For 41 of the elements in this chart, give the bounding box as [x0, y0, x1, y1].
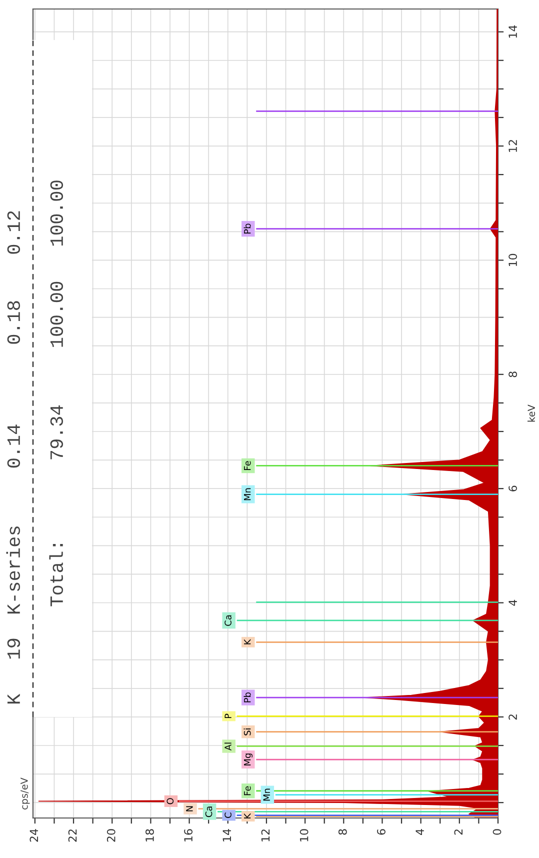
x-tick-label: 0 — [492, 829, 502, 835]
x-tick-label: 12 — [261, 830, 270, 842]
ref-line-label: Mn — [244, 488, 251, 500]
x-tick-label: 16 — [184, 829, 193, 842]
x-tick-label: 10 — [300, 829, 308, 842]
ref-line-label: O — [166, 798, 174, 804]
y-tick-label: 8 — [508, 372, 518, 378]
x-tick-label: 2 — [454, 830, 462, 835]
y-tick-label: 10 — [508, 254, 518, 266]
x-tick-label: 24 — [30, 829, 38, 842]
ref-line-label: Si — [244, 728, 251, 736]
annotation: Total: 79.34 100.00 100.00 — [49, 180, 64, 606]
ref-line-label: N — [186, 806, 193, 812]
x-tick-label: 22 — [68, 830, 77, 842]
x-tick-label: 14 — [222, 829, 231, 842]
ref-line-label: Al — [224, 742, 232, 751]
x-tick-label: 8 — [338, 829, 347, 835]
y-tick-label: 4 — [508, 600, 517, 606]
x-tick-label: 18 — [146, 829, 154, 842]
ref-line-label: Pb — [244, 692, 251, 702]
y-axis-title: keV — [528, 404, 536, 422]
text: K 19 K-series 0.14 0.18 0.12 — [6, 211, 20, 704]
y-tick-label: 2 — [508, 714, 517, 720]
ref-line-label: Pb — [244, 224, 251, 234]
y-tick-label: 14 — [508, 25, 517, 38]
ref-line-label: K — [244, 639, 251, 644]
x-tick-label: 6 — [377, 829, 386, 835]
ref-line-label: Ca — [205, 806, 212, 818]
ref-line-label: P — [224, 714, 232, 718]
text: cps/eV — [20, 778, 30, 810]
ref-line-label: K — [244, 813, 251, 818]
ref-line-label: Mn — [263, 788, 270, 801]
y-tick-label: 12 — [508, 140, 517, 152]
ref-line-label: Ca — [224, 615, 232, 626]
y-tick-label: 6 — [508, 486, 518, 492]
ref-line-label: Fe — [244, 786, 251, 796]
x-tick-label: 4 — [416, 829, 424, 835]
ref-line-label: Fe — [244, 461, 251, 470]
ref-line-label: C — [224, 812, 232, 818]
ref-line-label: Mg — [244, 754, 253, 766]
x-tick-label: 20 — [106, 829, 116, 842]
